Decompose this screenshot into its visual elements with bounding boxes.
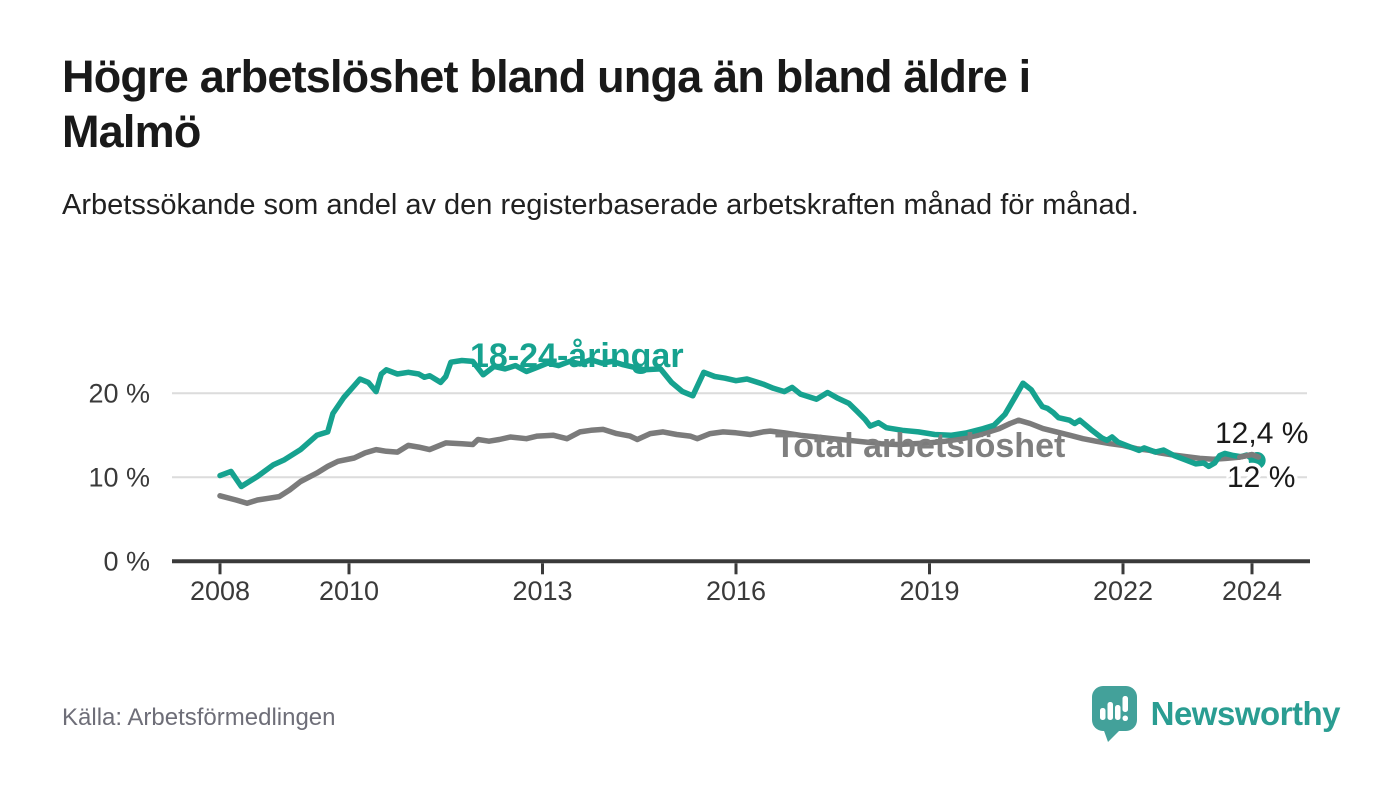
source-note: Källa: Arbetsförmedlingen [62,704,336,731]
newsworthy-logo-icon [1091,686,1137,742]
line-total-arbetsloshet [217,417,1262,507]
series-label-total: Total arbetslöshet [775,427,1065,465]
x-tick-label-2022: 2022 [1093,576,1153,606]
y-tick-label-10: 10 % [88,462,150,492]
chart-title: Högre arbetslöshet bland unga än bland ä… [62,51,1031,157]
line-total-tail [1236,451,1262,460]
chart-subtitle: Arbetssökande som andel av den registerb… [62,188,1139,221]
end-value-label-total: 12,4 % [1215,417,1308,450]
end-value-label-youth: 12 % [1227,461,1295,494]
x-tick-label-2024: 2024 [1222,576,1282,606]
series-label-youth: 18-24-åringar [470,337,684,375]
newsworthy-logo: Newsworthy [1091,684,1341,744]
newsworthy-logo-text: Newsworthy [1150,695,1341,732]
x-tick-label-2013: 2013 [512,576,572,606]
line-18-24-aringar [217,356,1260,490]
chart-header: Högre arbetslöshet bland unga än bland ä… [62,50,1182,227]
x-tick-label-2019: 2019 [899,576,959,606]
x-tick-label-2016: 2016 [706,576,766,606]
y-tick-label-20: 20 % [88,378,150,408]
y-tick-label-0: 0 % [103,546,150,576]
x-tick-label-2008: 2008 [190,576,250,606]
x-tick-label-2010: 2010 [319,576,379,606]
